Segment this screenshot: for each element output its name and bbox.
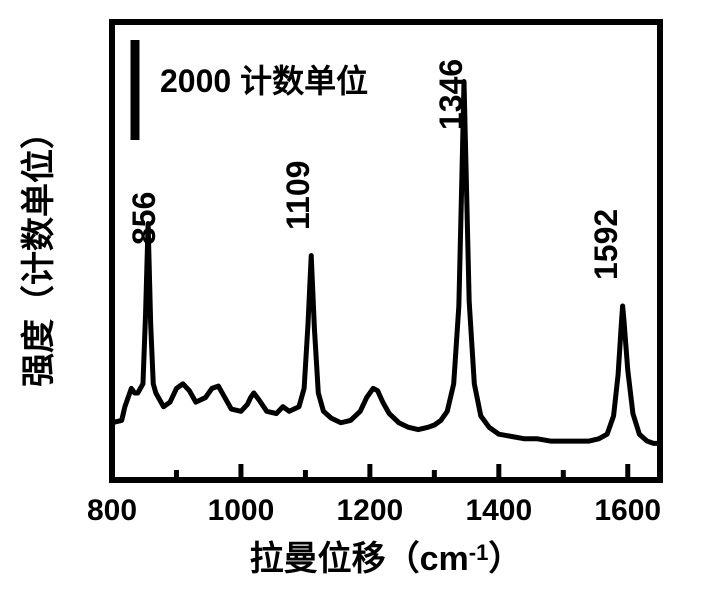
peak-label: 856 xyxy=(126,192,162,245)
x-tick-label: 1400 xyxy=(465,494,532,527)
x-tick-label: 800 xyxy=(87,494,137,527)
x-tick-label: 1200 xyxy=(337,494,404,527)
peak-label: 1346 xyxy=(433,59,469,130)
x-tick-label: 1600 xyxy=(594,494,661,527)
raman-spectrum-chart: 8001000120014001600拉曼位移（cm-1）强度（计数单位）200… xyxy=(0,0,706,614)
scale-bar-label: 2000 计数单位 xyxy=(160,63,368,99)
x-tick-label: 1000 xyxy=(208,494,275,527)
peak-label: 1592 xyxy=(588,209,624,280)
y-axis-title: 强度（计数单位） xyxy=(19,115,58,387)
peak-label: 1109 xyxy=(280,161,316,230)
